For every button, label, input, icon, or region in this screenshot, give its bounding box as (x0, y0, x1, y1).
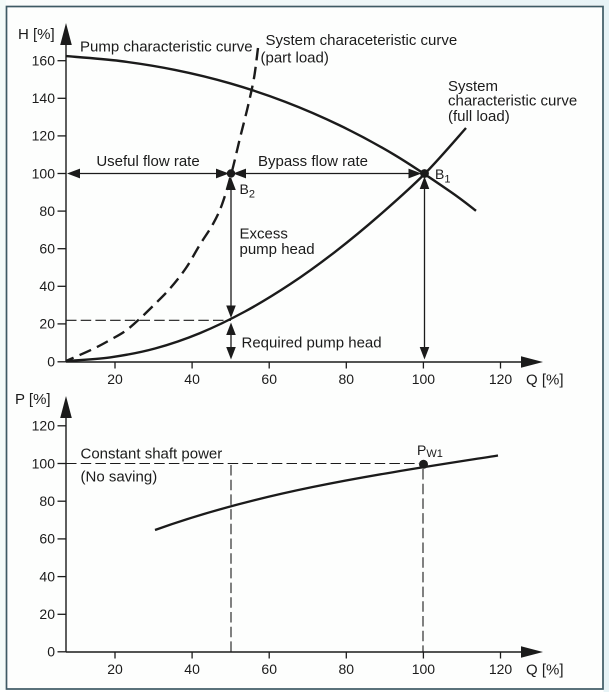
svg-text:(part load): (part load) (261, 50, 329, 67)
svg-text:20: 20 (107, 661, 123, 677)
svg-text:Pump characteristic curve: Pump characteristic curve (80, 39, 253, 56)
svg-text:40: 40 (39, 568, 55, 584)
svg-text:80: 80 (339, 661, 355, 677)
svg-text:(No saving): (No saving) (81, 469, 158, 486)
svg-text:60: 60 (39, 241, 55, 257)
svg-text:20: 20 (107, 371, 123, 387)
svg-text:100: 100 (412, 661, 436, 677)
svg-text:pump head: pump head (240, 241, 315, 258)
svg-text:120: 120 (489, 371, 513, 387)
svg-text:Excess: Excess (240, 226, 288, 243)
svg-text:Q [%]: Q [%] (526, 372, 564, 389)
svg-text:Useful flow rate: Useful flow rate (96, 153, 199, 170)
svg-text:80: 80 (39, 493, 55, 509)
svg-text:H [%]: H [%] (18, 26, 55, 43)
svg-text:P [%]: P [%] (15, 391, 51, 408)
svg-text:Q [%]: Q [%] (526, 662, 564, 679)
svg-text:60: 60 (261, 371, 277, 387)
svg-text:140: 140 (32, 90, 56, 106)
svg-text:20: 20 (39, 316, 55, 332)
svg-text:0: 0 (47, 354, 55, 370)
svg-text:Constant shaft power: Constant shaft power (81, 446, 223, 463)
svg-text:60: 60 (39, 531, 55, 547)
svg-text:Required pump head: Required pump head (242, 335, 382, 352)
svg-text:40: 40 (184, 371, 200, 387)
svg-text:160: 160 (32, 53, 56, 69)
svg-text:(full load): (full load) (448, 108, 510, 125)
svg-text:120: 120 (32, 128, 56, 144)
svg-text:characteristic curve: characteristic curve (448, 93, 577, 110)
svg-text:120: 120 (32, 418, 56, 434)
svg-text:System: System (448, 78, 498, 95)
svg-text:120: 120 (489, 661, 513, 677)
svg-text:Bypass flow rate: Bypass flow rate (258, 153, 368, 170)
svg-text:40: 40 (184, 661, 200, 677)
svg-text:System characeteristic curve: System characeteristic curve (266, 32, 458, 49)
svg-text:100: 100 (412, 371, 436, 387)
svg-text:40: 40 (39, 278, 55, 294)
svg-text:0: 0 (47, 644, 55, 660)
svg-text:100: 100 (32, 165, 56, 181)
svg-text:80: 80 (339, 371, 355, 387)
svg-text:60: 60 (261, 661, 277, 677)
svg-text:100: 100 (32, 455, 56, 471)
svg-text:80: 80 (39, 203, 55, 219)
svg-text:20: 20 (39, 606, 55, 622)
